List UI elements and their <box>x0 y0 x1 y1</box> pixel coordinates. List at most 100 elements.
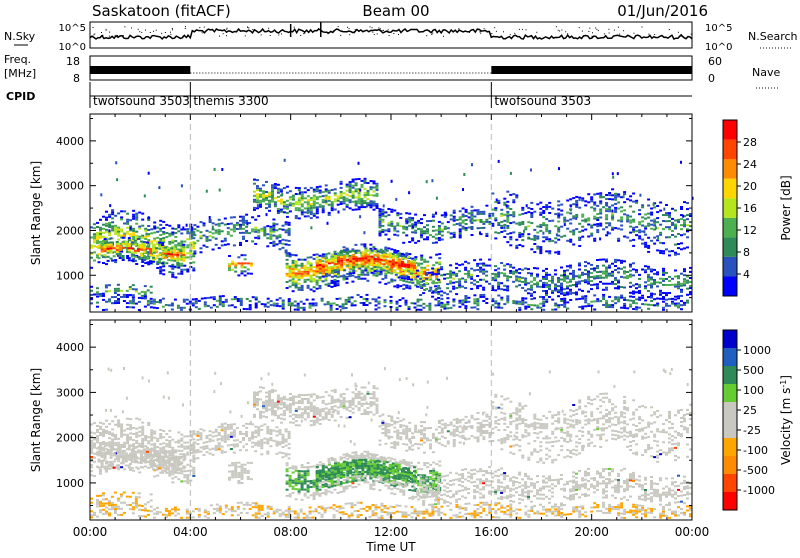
range-gate-cell <box>638 290 641 292</box>
range-gate-cell <box>331 280 334 282</box>
range-gate-cell <box>352 209 355 211</box>
range-gate-cell <box>116 243 119 245</box>
range-gate-cell <box>263 438 266 440</box>
range-gate-cell <box>153 445 156 447</box>
nsearch-dot <box>678 32 679 33</box>
range-gate-cell <box>98 461 101 463</box>
range-gate-cell <box>159 435 162 437</box>
range-gate-cell <box>587 277 590 279</box>
range-gate-cell <box>301 273 304 275</box>
range-gate-cell <box>476 302 479 304</box>
range-gate-cell <box>488 259 491 261</box>
range-gate-cell <box>506 289 509 291</box>
range-gate-cell <box>587 219 590 221</box>
range-gate-cell <box>135 219 138 221</box>
nsearch-dot <box>294 27 295 28</box>
range-gate-cell <box>360 296 363 298</box>
range-gate-cell <box>167 251 170 253</box>
range-gate-cell <box>177 305 180 307</box>
range-gate-cell <box>611 227 614 229</box>
range-gate-cell <box>393 230 396 232</box>
nsearch-dot <box>443 36 444 37</box>
freq-tick-high: 18 <box>66 55 80 68</box>
range-gate-cell <box>265 181 268 183</box>
range-gate-cell <box>135 432 138 434</box>
range-gate-cell <box>674 284 677 286</box>
y-tick-label: 1000 <box>56 269 84 282</box>
range-gate-cell <box>629 292 632 294</box>
range-gate-cell <box>155 257 158 259</box>
range-gate-cell <box>98 450 101 452</box>
range-gate-cell <box>614 193 617 195</box>
range-gate-cell <box>150 300 153 302</box>
range-gate-cell <box>149 451 152 453</box>
range-gate-cell <box>286 265 289 267</box>
range-gate-cell <box>111 229 114 231</box>
range-gate-cell <box>587 279 590 281</box>
range-gate-cell <box>548 238 551 240</box>
range-gate-cell <box>602 298 605 300</box>
range-gate-cell <box>386 254 389 256</box>
range-gate-cell <box>355 205 358 207</box>
range-gate-cell <box>599 281 602 283</box>
range-gate-cell <box>200 237 203 239</box>
range-gate-cell <box>138 228 141 230</box>
range-gate-cell <box>677 295 680 297</box>
range-gate-cell <box>373 191 376 193</box>
range-gate-cell <box>377 256 380 258</box>
range-gate-cell <box>572 244 575 246</box>
range-gate-cell <box>221 429 224 431</box>
range-gate-cell <box>222 295 225 297</box>
range-gate-cell <box>105 231 108 233</box>
range-gate-cell <box>254 432 257 434</box>
range-gate-cell <box>327 301 330 303</box>
range-gate-cell <box>366 304 369 306</box>
range-gate-cell <box>269 445 272 447</box>
range-gate-cell <box>141 219 144 221</box>
range-gate-cell <box>102 262 105 264</box>
range-gate-cell <box>405 212 408 214</box>
range-gate-cell <box>322 268 325 270</box>
range-gate-cell <box>377 250 380 252</box>
range-gate-cell <box>450 233 453 235</box>
range-gate-cell <box>476 263 479 265</box>
range-gate-cell <box>304 271 307 273</box>
range-gate-cell <box>566 265 569 267</box>
range-gate-cell <box>506 301 509 303</box>
range-gate-cell <box>196 230 199 232</box>
range-gate-cell <box>137 449 140 451</box>
range-gate-cell <box>371 272 374 274</box>
range-gate-cell <box>140 466 143 468</box>
range-gate-cell <box>304 269 307 271</box>
range-gate-cell <box>638 221 641 223</box>
range-gate-cell <box>171 232 174 234</box>
nsearch-dot <box>426 35 427 36</box>
range-gate-cell <box>196 449 199 451</box>
range-gate-cell <box>221 446 224 448</box>
range-gate-cell <box>345 299 348 301</box>
range-gate-cell <box>539 214 542 216</box>
range-gate-cell <box>180 263 183 265</box>
date-title: 01/Jun/2016 <box>617 2 708 20</box>
range-gate-cell <box>659 252 662 254</box>
range-gate-cell <box>539 212 542 214</box>
range-gate-cell <box>327 222 329 225</box>
range-gate-cell <box>319 186 322 188</box>
range-gate-cell <box>210 307 213 309</box>
range-gate-cell <box>109 204 111 207</box>
range-gate-cell <box>218 432 221 434</box>
range-gate-cell <box>390 272 393 274</box>
range-gate-cell <box>141 438 144 440</box>
range-gate-cell <box>209 219 212 221</box>
range-gate-cell <box>408 217 411 219</box>
nsearch-dot <box>170 32 171 33</box>
range-gate-cell <box>376 185 379 187</box>
range-gate-cell <box>177 267 180 269</box>
range-gate-cell <box>450 214 453 216</box>
range-gate-cell <box>455 267 458 269</box>
range-gate-cell <box>402 226 405 228</box>
range-gate-cell <box>509 232 512 234</box>
range-gate-cell <box>572 278 575 280</box>
range-gate-cell <box>140 253 143 255</box>
range-gate-cell <box>611 273 614 275</box>
